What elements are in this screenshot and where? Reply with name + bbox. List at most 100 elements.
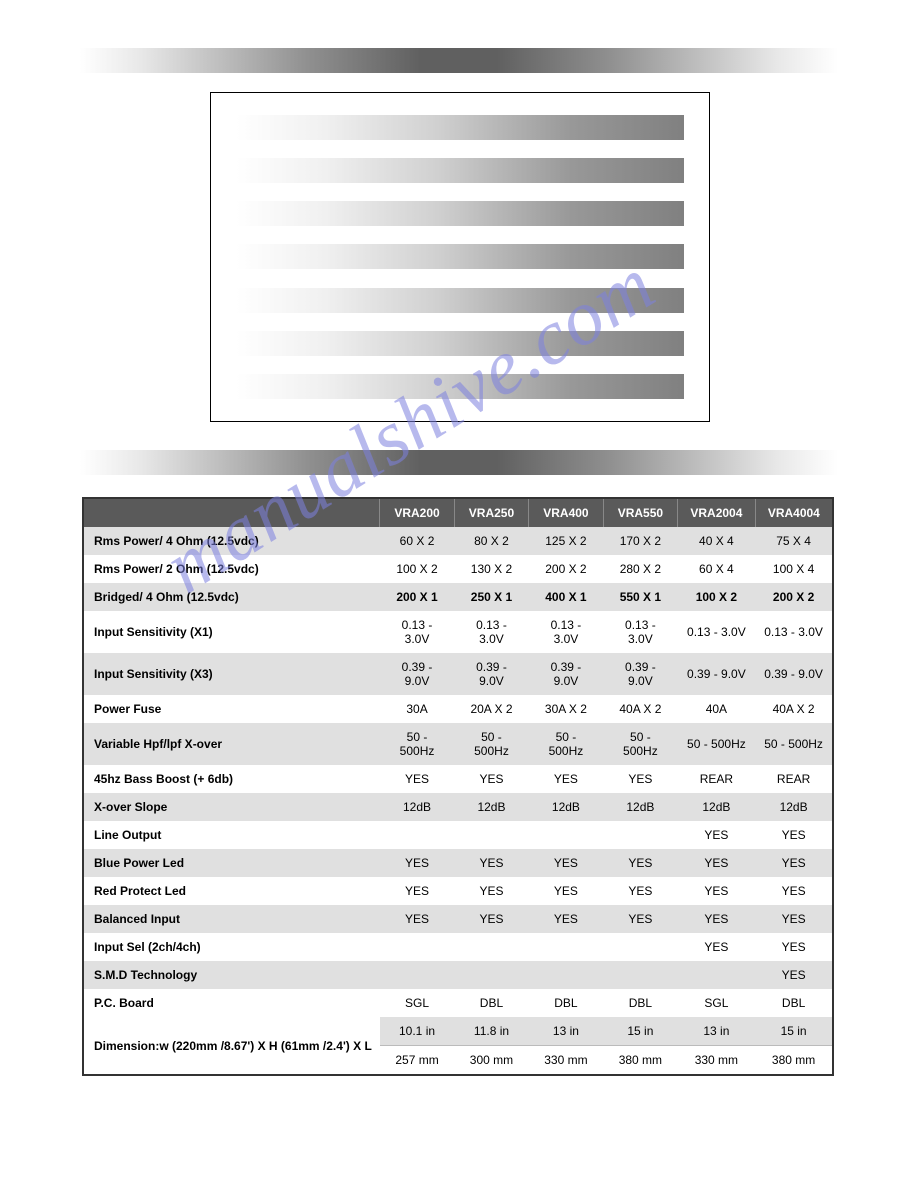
cell: YES	[603, 849, 677, 877]
cell: 0.39 - 9.0V	[755, 653, 833, 695]
cell: 380 mm	[603, 1046, 677, 1076]
cell	[380, 961, 454, 989]
cell: YES	[454, 765, 528, 793]
table-header-row: VRA200 VRA250 VRA400 VRA550 VRA2004 VRA4…	[83, 498, 833, 527]
cell: 0.13 - 3.0V	[755, 611, 833, 653]
cell: 200 X 1	[380, 583, 454, 611]
table-row: Balanced InputYESYESYESYESYESYES	[83, 905, 833, 933]
cell	[380, 821, 454, 849]
cell: YES	[529, 905, 603, 933]
cell: YES	[603, 765, 677, 793]
table-row: 45hz Bass Boost (+ 6db)YESYESYESYESREARR…	[83, 765, 833, 793]
cell: 15 in	[755, 1017, 833, 1046]
cell: YES	[755, 849, 833, 877]
row-label: Blue Power Led	[83, 849, 380, 877]
col-header	[83, 498, 380, 527]
cell: YES	[454, 905, 528, 933]
cell: YES	[380, 849, 454, 877]
cell: 11.8 in	[454, 1017, 528, 1046]
table-row: Power Fuse30A20A X 230A X 240A X 240A40A…	[83, 695, 833, 723]
cell: 80 X 2	[454, 527, 528, 555]
cell: 130 X 2	[454, 555, 528, 583]
cell: 40 X 4	[678, 527, 756, 555]
col-header: VRA400	[529, 498, 603, 527]
row-label: P.C. Board	[83, 989, 380, 1017]
cell: 330 mm	[529, 1046, 603, 1076]
cell: 300 mm	[454, 1046, 528, 1076]
cell: YES	[755, 933, 833, 961]
cell: 0.39 - 9.0V	[529, 653, 603, 695]
row-label: Rms Power/ 4 Ohm (12.5vdc)	[83, 527, 380, 555]
cell: YES	[755, 961, 833, 989]
cell: 330 mm	[678, 1046, 756, 1076]
col-header: VRA4004	[755, 498, 833, 527]
table-body: Rms Power/ 4 Ohm (12.5vdc)60 X 280 X 212…	[83, 527, 833, 1075]
cell: 15 in	[603, 1017, 677, 1046]
table-row: Line OutputYESYES	[83, 821, 833, 849]
col-header: VRA2004	[678, 498, 756, 527]
cell: YES	[380, 765, 454, 793]
stripe	[236, 158, 684, 183]
row-label: Power Fuse	[83, 695, 380, 723]
cell: 0.13 - 3.0V	[380, 611, 454, 653]
cell: YES	[678, 849, 756, 877]
cell: SGL	[678, 989, 756, 1017]
table-row: Red Protect LedYESYESYESYESYESYES	[83, 877, 833, 905]
cell: 250 X 1	[454, 583, 528, 611]
cell: 50 - 500Hz	[529, 723, 603, 765]
cell: 400 X 1	[529, 583, 603, 611]
cell: YES	[603, 905, 677, 933]
col-header: VRA200	[380, 498, 454, 527]
stripe-illustration-box	[210, 92, 710, 422]
cell	[454, 933, 528, 961]
cell: 13 in	[678, 1017, 756, 1046]
cell: DBL	[603, 989, 677, 1017]
cell: YES	[603, 877, 677, 905]
cell	[380, 933, 454, 961]
cell	[603, 961, 677, 989]
table-row: Blue Power LedYESYESYESYESYESYES	[83, 849, 833, 877]
cell: 50 - 500Hz	[678, 723, 756, 765]
cell: YES	[454, 877, 528, 905]
cell: 0.13 - 3.0V	[529, 611, 603, 653]
cell: 50 - 500Hz	[454, 723, 528, 765]
cell	[529, 933, 603, 961]
cell: 170 X 2	[603, 527, 677, 555]
row-label: Line Output	[83, 821, 380, 849]
cell: 0.13 - 3.0V	[454, 611, 528, 653]
cell: 0.39 - 9.0V	[678, 653, 756, 695]
cell: 30A X 2	[529, 695, 603, 723]
table-row: S.M.D TechnologyYES	[83, 961, 833, 989]
cell: REAR	[678, 765, 756, 793]
cell: YES	[529, 877, 603, 905]
row-label: Variable Hpf/lpf X-over	[83, 723, 380, 765]
cell: 0.39 - 9.0V	[380, 653, 454, 695]
cell: 12dB	[380, 793, 454, 821]
mid-gradient-bar	[80, 450, 838, 475]
cell: 60 X 2	[380, 527, 454, 555]
row-label: Bridged/ 4 Ohm (12.5vdc)	[83, 583, 380, 611]
table-row: X-over Slope12dB12dB12dB12dB12dB12dB	[83, 793, 833, 821]
stripe	[236, 374, 684, 399]
cell	[603, 821, 677, 849]
row-label: Input Sel (2ch/4ch)	[83, 933, 380, 961]
cell: YES	[678, 905, 756, 933]
table-row: Dimension:w (220mm /8.67') X H (61mm /2.…	[83, 1017, 833, 1046]
cell: DBL	[454, 989, 528, 1017]
cell: YES	[678, 933, 756, 961]
cell	[454, 961, 528, 989]
stripe	[236, 331, 684, 356]
table-row: Rms Power/ 2 Ohm (12.5vdc)100 X 2130 X 2…	[83, 555, 833, 583]
cell: 200 X 2	[529, 555, 603, 583]
table-row: Input Sel (2ch/4ch) YESYES	[83, 933, 833, 961]
cell: 40A X 2	[603, 695, 677, 723]
cell: 10.1 in	[380, 1017, 454, 1046]
cell: 12dB	[529, 793, 603, 821]
row-label: Balanced Input	[83, 905, 380, 933]
cell: YES	[454, 849, 528, 877]
cell: 125 X 2	[529, 527, 603, 555]
col-header: VRA250	[454, 498, 528, 527]
cell: DBL	[529, 989, 603, 1017]
cell: YES	[529, 765, 603, 793]
cell: 13 in	[529, 1017, 603, 1046]
